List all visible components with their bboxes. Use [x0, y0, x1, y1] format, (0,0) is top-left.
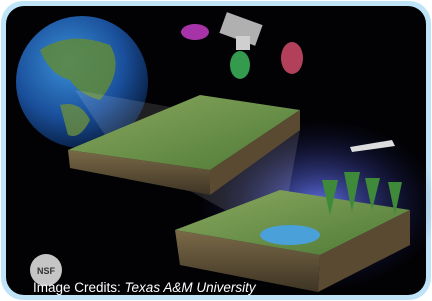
credit-source: Texas A&M University	[125, 280, 257, 295]
logo-text: NSF	[37, 266, 56, 276]
page: NSF Image Credits: Texas A&M University …	[0, 0, 432, 301]
credit-label: Image Credits:	[33, 280, 125, 295]
illustration: NSF Image Credits: Texas A&M University	[0, 0, 432, 301]
image-credit: Image Credits: Texas A&M University	[33, 280, 257, 295]
